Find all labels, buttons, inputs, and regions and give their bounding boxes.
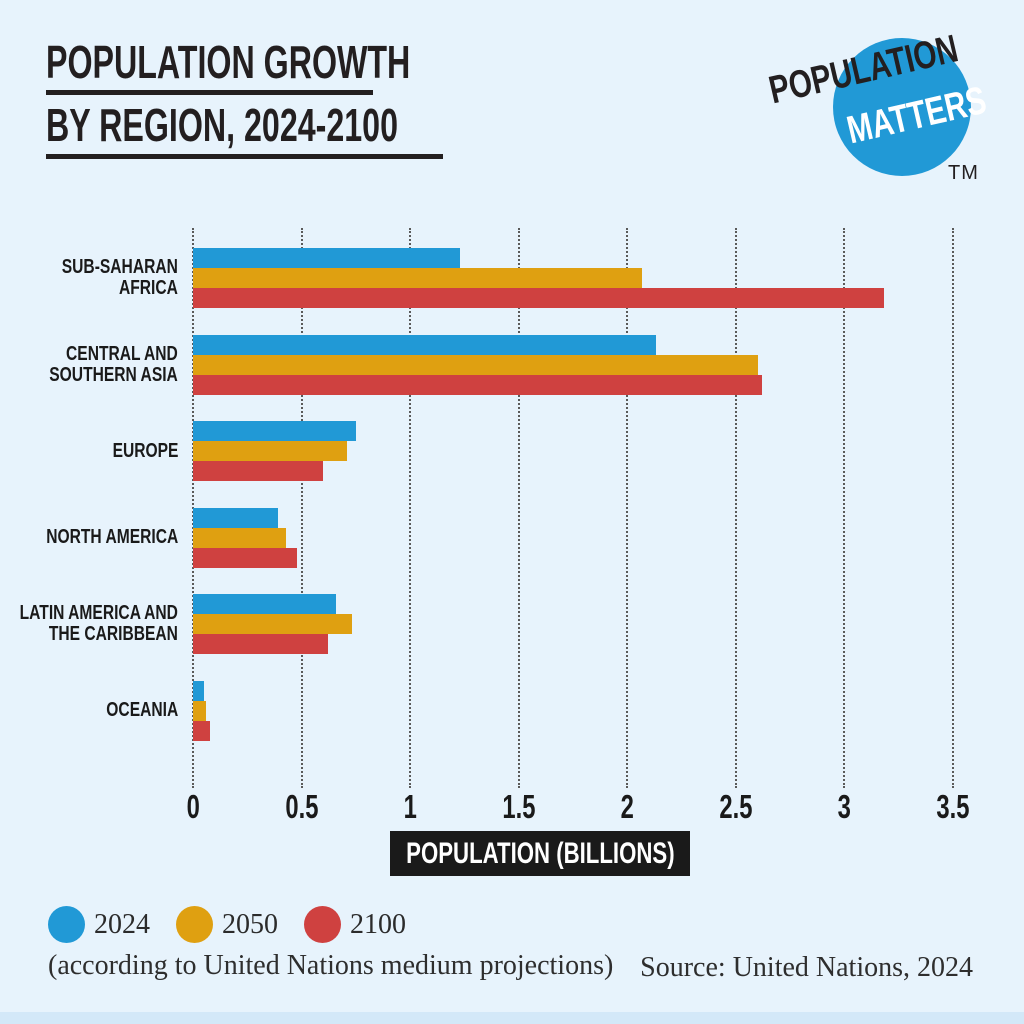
- category-label-central-and-southern-asia: CENTRAL AND SOUTHERN ASIA: [49, 342, 178, 386]
- x-tick-0.5: 0.5: [285, 788, 319, 825]
- legend-item-2100: 2100: [304, 906, 406, 943]
- x-axis-label: POPULATION (BILLIONS): [405, 836, 675, 870]
- category-label-oceania: OCEANIA: [106, 699, 178, 721]
- category-label-north-america: NORTH AMERICA: [45, 526, 178, 548]
- category-label-latin-america-and-the-caribbean: LATIN AMERICA AND THE CARIBBEAN: [19, 602, 178, 645]
- bar-2100-latin-america-and-the-caribbean: [193, 634, 328, 654]
- bar-2050-europe: [193, 441, 348, 461]
- bar-2100-central-and-southern-asia: [193, 374, 762, 395]
- x-tick-1.5: 1.5: [502, 788, 536, 825]
- bar-2050-central-and-southern-asia: [193, 354, 758, 375]
- bar-2024-europe: [193, 421, 356, 441]
- legend-item-2024: 2024: [48, 906, 150, 943]
- bar-2100-europe: [193, 461, 324, 481]
- legend-dot-2100: [304, 906, 341, 943]
- page-title: POPULATION GROWTH BY REGION, 2024-2100: [46, 36, 566, 159]
- logo-circle-icon: [833, 38, 971, 176]
- bar-2100-oceania: [193, 720, 211, 741]
- bottom-strip: [0, 1012, 1024, 1024]
- bar-2050-sub-saharan-africa: [193, 268, 643, 288]
- trademark-symbol: TM: [948, 162, 979, 184]
- legend-dot-2024: [48, 906, 85, 943]
- bar-2024-sub-saharan-africa: [193, 248, 461, 268]
- legend-item-2050: 2050: [176, 906, 278, 943]
- bar-2024-central-and-southern-asia: [193, 334, 656, 355]
- source-credit: Source: United Nations, 2024: [640, 952, 973, 983]
- title-underline-2: [46, 154, 443, 159]
- bar-2024-latin-america-and-the-caribbean: [193, 594, 337, 614]
- x-tick-3: 3: [837, 788, 852, 825]
- legend-dot-2050: [176, 906, 213, 943]
- legend-label-2024: 2024: [94, 908, 150, 940]
- title-line-2: BY REGION, 2024-2100: [46, 99, 399, 151]
- legend-label-2100: 2100: [350, 908, 406, 940]
- x-tick-3.5: 3.5: [936, 788, 970, 825]
- projection-note: (according to United Nations medium proj…: [48, 950, 614, 981]
- x-tick-0: 0: [186, 788, 200, 825]
- bar-2050-north-america: [193, 527, 287, 548]
- x-tick-2: 2: [620, 788, 634, 825]
- gridline-1: [409, 228, 412, 788]
- bar-2024-north-america: [193, 507, 278, 528]
- bar-2050-oceania: [193, 700, 207, 721]
- chart-legend: 2024 2050 2100: [48, 906, 432, 943]
- category-label-europe: EUROPE: [112, 439, 178, 462]
- gridline-3: [843, 228, 846, 788]
- x-tick-2.5: 2.5: [719, 788, 753, 825]
- gridline-3.5: [952, 228, 954, 788]
- gridline-2.5: [734, 228, 737, 788]
- population-matters-logo: POPULATION MATTERS TM: [765, 24, 998, 194]
- title-line-1: POPULATION GROWTH: [46, 36, 411, 88]
- title-underline-1: [46, 90, 373, 95]
- x-tick-1: 1: [403, 788, 417, 825]
- gridline-0.5: [300, 228, 303, 788]
- bar-2100-north-america: [193, 547, 298, 568]
- category-label-sub-saharan-africa: SUB-SAHARAN AFRICA: [61, 256, 178, 299]
- gridline-2: [626, 228, 629, 788]
- x-axis-label-box: POPULATION (BILLIONS): [390, 831, 690, 876]
- bar-2050-latin-america-and-the-caribbean: [193, 614, 352, 634]
- bar-2024-oceania: [193, 680, 204, 701]
- gridline-1.5: [517, 228, 520, 788]
- legend-label-2050: 2050: [222, 908, 278, 940]
- bar-2100-sub-saharan-africa: [193, 288, 884, 308]
